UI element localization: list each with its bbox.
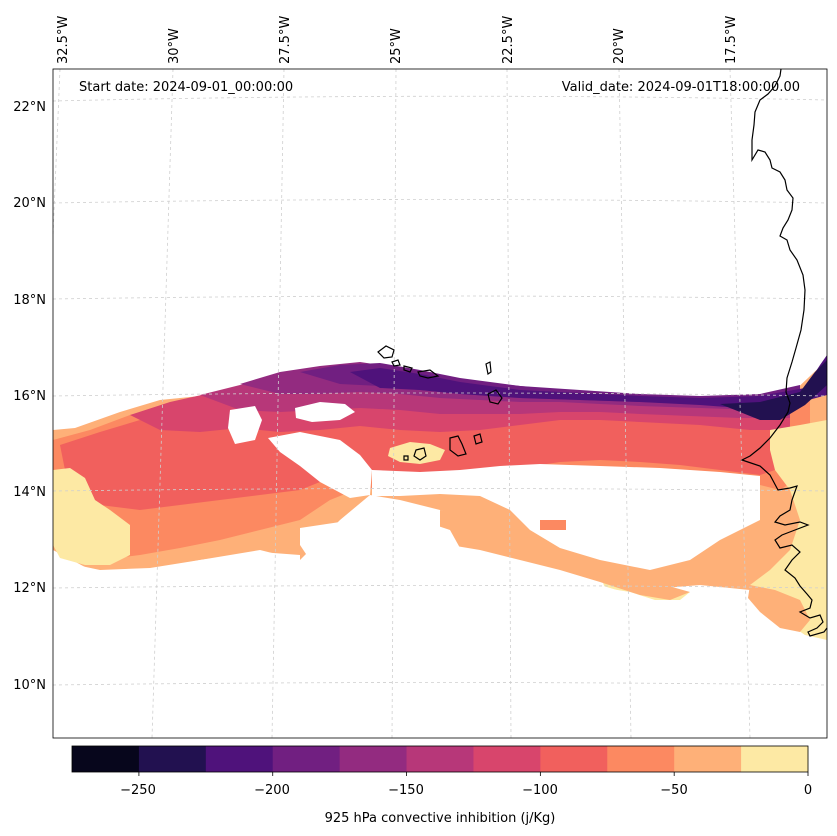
contour-dark <box>720 360 827 420</box>
colorbar-tick-label: −50 <box>660 783 687 798</box>
gridlines <box>52 68 828 739</box>
island-boa-vista <box>487 389 503 405</box>
colorbar-segment <box>406 746 474 772</box>
valid-date-label: Valid_date: 2024-09-01T18:00:00.00 <box>562 80 800 95</box>
contour-lightest-west <box>53 468 130 565</box>
gridline-lat-12 <box>52 585 828 589</box>
lat-label-12: 12°N <box>13 581 46 596</box>
african-coastline <box>740 68 828 637</box>
lon-label-22-5: 22.5°W <box>501 16 516 64</box>
island-brava <box>403 455 409 461</box>
lon-label-17-5: 17.5°W <box>724 16 739 64</box>
colorbar-segment <box>473 746 541 772</box>
mask-void-top <box>53 69 827 428</box>
colorbar-frame <box>71 745 809 773</box>
colorbar-segment <box>339 746 408 772</box>
lon-label-32-5: 32.5°W <box>56 16 71 64</box>
colorbar-segment <box>540 746 608 772</box>
lat-label-14: 14°N <box>13 485 46 500</box>
island-fogo <box>413 447 427 461</box>
lat-label-16: 16°N <box>13 389 46 404</box>
colorbar-tick-label: −150 <box>388 783 424 798</box>
lat-label-20: 20°N <box>13 196 46 211</box>
island-string <box>417 369 440 379</box>
contour-lightest-center <box>388 442 445 464</box>
contour-violet <box>300 363 800 404</box>
island-sao-vicente <box>391 359 401 367</box>
colorbar-tick-label: 0 <box>804 783 812 798</box>
colorbar-segment <box>138 746 207 772</box>
colorbar-tick-label: −100 <box>522 783 558 798</box>
colorbar-tick-label: −200 <box>254 783 290 798</box>
island-sal <box>485 361 492 375</box>
colorbar-segment <box>741 746 809 772</box>
gridline-lat-14 <box>52 488 828 492</box>
lon-label-25: 25°W <box>389 28 404 64</box>
mask-void-lower <box>53 552 300 738</box>
map-panel <box>52 68 828 739</box>
mask-void-lower-east <box>300 570 827 738</box>
colorbar-segment <box>205 746 274 772</box>
lon-label-20: 20°W <box>612 28 627 64</box>
contour-light-south <box>440 510 690 600</box>
gridline-lat-16 <box>52 392 828 397</box>
cin-contour-fill <box>53 69 827 738</box>
lon-label-27-5: 27.5°W <box>278 16 293 64</box>
latitude-labels: 22°N 20°N 18°N 16°N 14°N 12°N 10°N <box>13 100 46 693</box>
coastlines <box>377 68 828 637</box>
gridline-lat-10 <box>52 682 828 686</box>
contour-lightest-east <box>750 420 827 640</box>
colorbar-ticks: −250 −200 −150 −100 −50 0 <box>120 783 812 798</box>
gridline-lat-22 <box>52 95 828 102</box>
colorbar <box>71 745 809 776</box>
contour-small-patch <box>540 520 566 530</box>
island-maio <box>473 433 483 445</box>
colorbar-segment <box>607 746 675 772</box>
lat-label-10: 10°N <box>13 678 46 693</box>
contour-light-patch <box>748 585 810 632</box>
colorbar-tick-label: −250 <box>120 783 156 798</box>
island-santiago <box>449 435 467 457</box>
island-santo-antao <box>377 345 395 359</box>
colorbar-segment <box>674 746 742 772</box>
mask-void-mid <box>268 432 372 498</box>
lat-label-18: 18°N <box>13 293 46 308</box>
gridline-lat-20 <box>52 199 828 204</box>
gridline-lat-18 <box>52 295 828 300</box>
lon-label-30: 30°W <box>167 28 182 64</box>
colorbar-title: 925 hPa convective inhibition (j/Kg) <box>325 811 556 826</box>
colorbar-segment <box>272 746 341 772</box>
mask-void-southwest <box>300 520 460 578</box>
mask-void-west <box>228 406 262 444</box>
mask-void-north <box>295 402 355 422</box>
longitude-labels: 32.5°W 30°W 27.5°W 25°W 22.5°W 20°W 17.5… <box>56 16 739 64</box>
gridline-lon-32-5 <box>52 68 61 236</box>
island-sao-nicolau <box>403 365 413 373</box>
start-date-label: Start date: 2024-09-01_00:00:00 <box>79 80 293 95</box>
colorbar-segment <box>72 746 140 772</box>
lat-label-22: 22°N <box>13 100 46 115</box>
mask-void-south <box>372 464 760 570</box>
map-frame <box>52 68 828 739</box>
